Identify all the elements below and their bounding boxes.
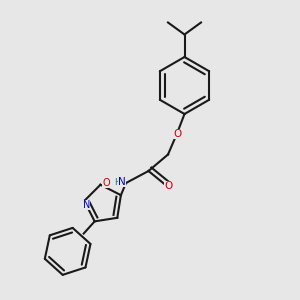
Text: H: H (114, 178, 121, 187)
Text: N: N (118, 177, 126, 188)
Text: O: O (173, 128, 181, 139)
Text: O: O (164, 181, 173, 191)
Text: O: O (102, 178, 110, 188)
Text: N: N (83, 200, 90, 209)
